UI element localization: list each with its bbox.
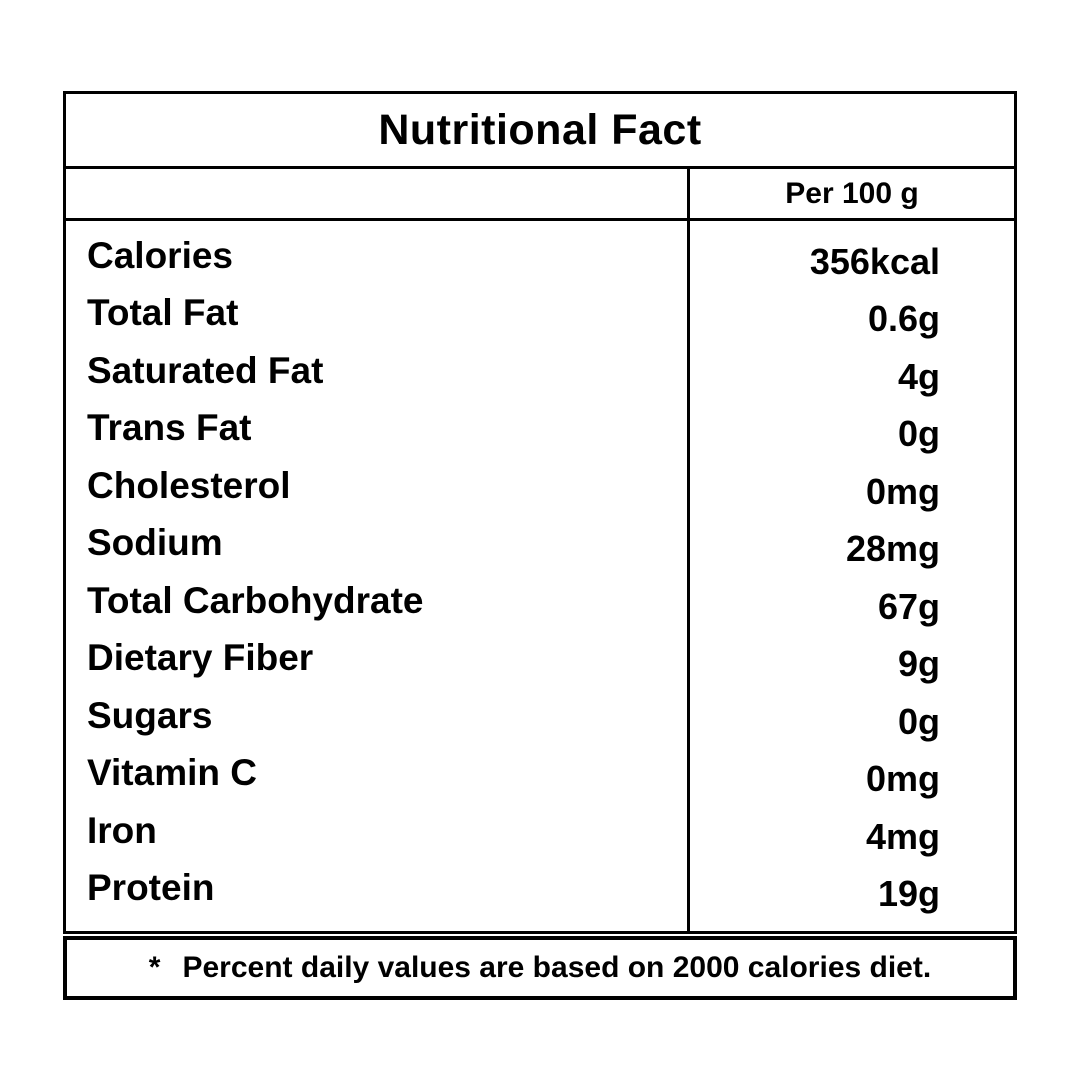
nutrient-label: Protein [87,867,215,909]
footnote-box: * Percent daily values are based on 2000 … [63,936,1017,1000]
nutrient-label: Sodium [87,522,223,564]
nutrient-value: 4g [897,355,940,397]
nutrient-label: Cholesterol [87,464,291,506]
footnote: * Percent daily values are based on 2000 … [149,951,931,985]
table-row-value: 4g [690,348,1014,406]
table-row-value: 0g [690,406,1014,464]
table-row-value: 28mg [690,521,1014,579]
nutrient-values-column: 356kcal 0.6g 4g 0g 0mg 28mg 67g 9g 0g 0mg 4mg 19g [687,221,1014,931]
table-row-label: Calories [66,227,687,285]
header-empty-cell [66,169,687,218]
nutrient-label: Dietary Fiber [87,637,314,679]
column-header-row: Per 100 g [66,166,1014,218]
nutrient-value: 4mg [865,815,940,857]
table-row-value: 0mg [690,463,1014,521]
table-row-value: 0mg [690,751,1014,809]
nutrient-value: 28mg [845,528,940,570]
nutrient-label: Saturated Fat [87,349,324,391]
table-row-value: 67g [690,578,1014,636]
title-row: Nutritional Fact [66,94,1014,166]
nutrient-value: 0g [897,413,940,455]
nutrient-labels-column: Calories Total Fat Saturated Fat Trans Fat C… [66,221,687,931]
footnote-text: Percent daily values are based on 2000 c… [182,951,932,984]
nutrition-table: Nutritional Fact Per 100 g Calories Total… [63,91,1017,934]
footnote-asterisk: * [148,951,161,984]
nutrient-value: 356kcal [809,240,940,282]
nutrient-label: Vitamin C [87,752,257,794]
table-row-label: Cholesterol [66,457,687,515]
nutrient-label: Total Fat [87,292,239,334]
column-header-per-100g: Per 100 g [687,169,1014,218]
table-row-label: Protein [66,860,687,918]
nutrient-label: Total Carbohydrate [87,579,424,621]
table-row-label: Vitamin C [66,745,687,803]
table-row-label: Sugars [66,687,687,745]
nutrient-label: Sugars [87,694,213,736]
table-row-value: 9g [690,636,1014,694]
table-row-label: Sodium [66,515,687,573]
table-row-label: Iron [66,802,687,860]
nutrition-label: Nutritional Fact Per 100 g Calories Total… [63,91,1017,1000]
table-row-value: 0.6g [690,291,1014,349]
nutrient-value: 67g [877,585,940,627]
nutrient-value: 0mg [865,470,940,512]
table-row-value: 0g [690,693,1014,751]
table-row-label: Trans Fat [66,400,687,458]
nutrient-value: 0mg [865,758,940,800]
nutrient-value: 0g [897,700,940,742]
nutrient-value: 0.6g [867,298,940,340]
nutrient-value: 19g [877,873,940,915]
nutrient-value: 9g [897,643,940,685]
table-row-value: 19g [690,866,1014,924]
nutrient-label: Trans Fat [87,407,252,449]
table-row-label: Total Fat [66,285,687,343]
nutrient-label: Iron [87,809,157,851]
table-row-value: 4mg [690,808,1014,866]
nutrient-label: Calories [87,234,234,276]
table-row-label: Dietary Fiber [66,630,687,688]
table-row-label: Saturated Fat [66,342,687,400]
nutrition-body: Calories Total Fat Saturated Fat Trans Fat C… [66,218,1014,931]
table-row-label: Total Carbohydrate [66,572,687,630]
page-title: Nutritional Fact [378,105,702,154]
table-row-value: 356kcal [690,233,1014,291]
